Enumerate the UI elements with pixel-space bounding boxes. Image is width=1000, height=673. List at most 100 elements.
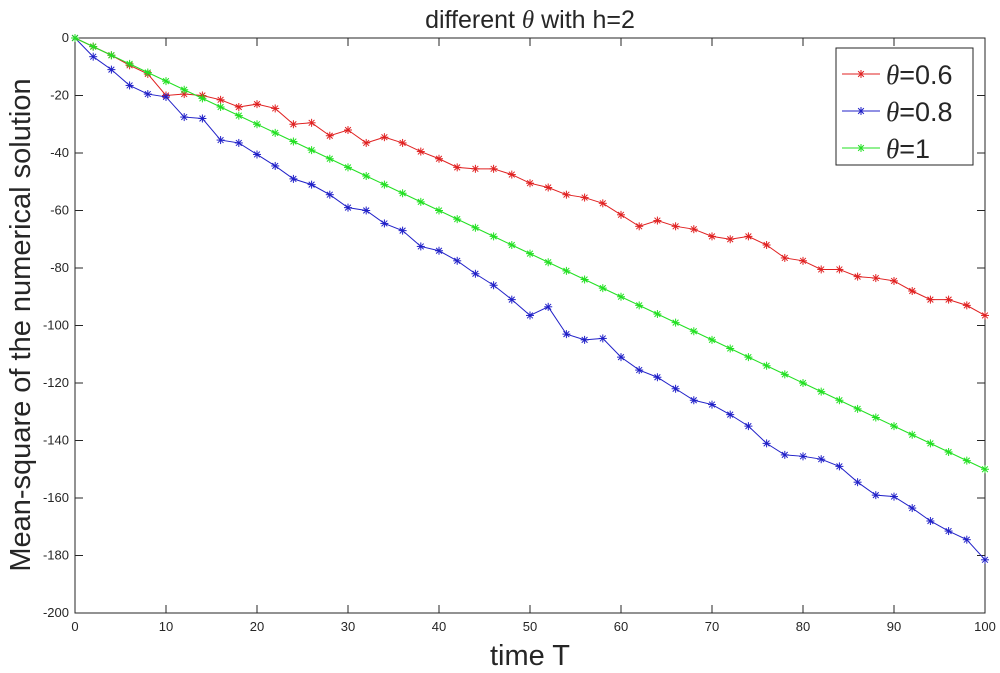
data-point (653, 310, 662, 318)
data-point (981, 555, 989, 564)
data-point (835, 265, 844, 274)
data-point (162, 92, 170, 101)
data-point (689, 396, 698, 405)
data-point (253, 120, 261, 129)
data-point (744, 353, 753, 362)
chart-title: different θ with h=2 (425, 6, 635, 34)
data-point (216, 103, 225, 111)
data-point (234, 138, 243, 147)
chart-title-part-2: with h=2 (534, 6, 635, 34)
data-point (489, 164, 498, 173)
data-point (398, 189, 407, 198)
y-tick-label: -40 (50, 145, 69, 160)
data-point (762, 361, 771, 370)
legend-marker (857, 144, 865, 152)
data-point (562, 330, 571, 339)
x-tick-label: 60 (614, 619, 628, 634)
data-point (598, 199, 607, 208)
data-point (362, 138, 371, 147)
data-point (580, 335, 589, 344)
data-point (871, 413, 880, 422)
data-point (780, 450, 789, 459)
legend-label: θ=0.6 (886, 60, 953, 90)
data-point (507, 241, 516, 249)
data-point (635, 222, 644, 231)
x-axis: 0 10 20 30 40 50 60 70 80 90 100 (71, 38, 996, 634)
data-point (271, 161, 280, 170)
series-2 (71, 34, 989, 564)
data-point (89, 52, 98, 61)
data-point (471, 223, 480, 232)
data-point (325, 154, 334, 163)
data-point (325, 190, 334, 199)
series-layer (71, 34, 989, 564)
data-point (289, 174, 298, 183)
data-point (271, 104, 280, 113)
data-point (344, 203, 352, 212)
data-point (726, 235, 735, 244)
data-point (544, 183, 553, 192)
data-point (598, 334, 607, 343)
legend: θ=0.6 θ=0.8 θ=1 (835, 47, 974, 166)
data-point (726, 410, 735, 419)
data-point (835, 396, 844, 405)
data-point (580, 193, 589, 202)
data-point (143, 68, 152, 77)
data-point (890, 276, 898, 285)
y-tick-label: -120 (43, 375, 69, 390)
data-point (507, 170, 516, 179)
data-point (962, 301, 971, 310)
data-point (708, 400, 716, 409)
y-tick-label: -100 (43, 318, 69, 333)
series-3 (71, 34, 989, 474)
data-point (325, 131, 334, 140)
data-point (890, 492, 898, 501)
data-point (762, 241, 771, 249)
data-point (453, 215, 462, 224)
y-tick-label: 0 (62, 30, 69, 45)
data-point (762, 439, 771, 448)
data-point (307, 118, 316, 127)
y-axis: 0 -20 -40 -60 -80 -100 -120 -140 -160 -180 -200 (43, 30, 985, 620)
data-point (344, 163, 352, 172)
data-point (107, 51, 116, 60)
x-tick-label: 100 (974, 619, 996, 634)
data-point (890, 422, 898, 431)
data-point (744, 232, 753, 241)
data-point (507, 295, 516, 304)
data-point (671, 222, 680, 231)
data-point (489, 281, 498, 290)
data-point (708, 232, 716, 241)
data-point (598, 284, 607, 293)
data-point (908, 504, 917, 513)
data-point (962, 535, 971, 544)
data-point (944, 448, 953, 456)
data-point (799, 379, 807, 387)
data-point (526, 311, 534, 320)
data-point (908, 430, 917, 439)
data-point (380, 133, 389, 142)
y-tick-label: -80 (50, 260, 69, 275)
data-point (962, 456, 971, 465)
y-axis-label: Mean-square of the numerical solution (5, 78, 37, 571)
data-point (726, 344, 735, 353)
x-tick-label: 50 (523, 619, 537, 634)
plot-area (74, 37, 986, 614)
x-tick-label: 0 (71, 619, 78, 634)
data-point (526, 179, 534, 188)
data-point (653, 216, 662, 225)
data-point (981, 465, 989, 474)
data-point (435, 246, 443, 255)
y-tick-label: -60 (50, 203, 69, 218)
data-point (216, 95, 225, 104)
data-point (162, 77, 170, 86)
data-point (198, 114, 207, 123)
y-tick-label: -180 (43, 548, 69, 563)
chart-title-part-1: different (425, 6, 522, 34)
data-point (580, 275, 589, 284)
data-point (780, 253, 789, 262)
data-point (435, 206, 443, 215)
legend-marker (857, 70, 865, 78)
data-point (471, 164, 480, 173)
data-point (362, 172, 371, 180)
